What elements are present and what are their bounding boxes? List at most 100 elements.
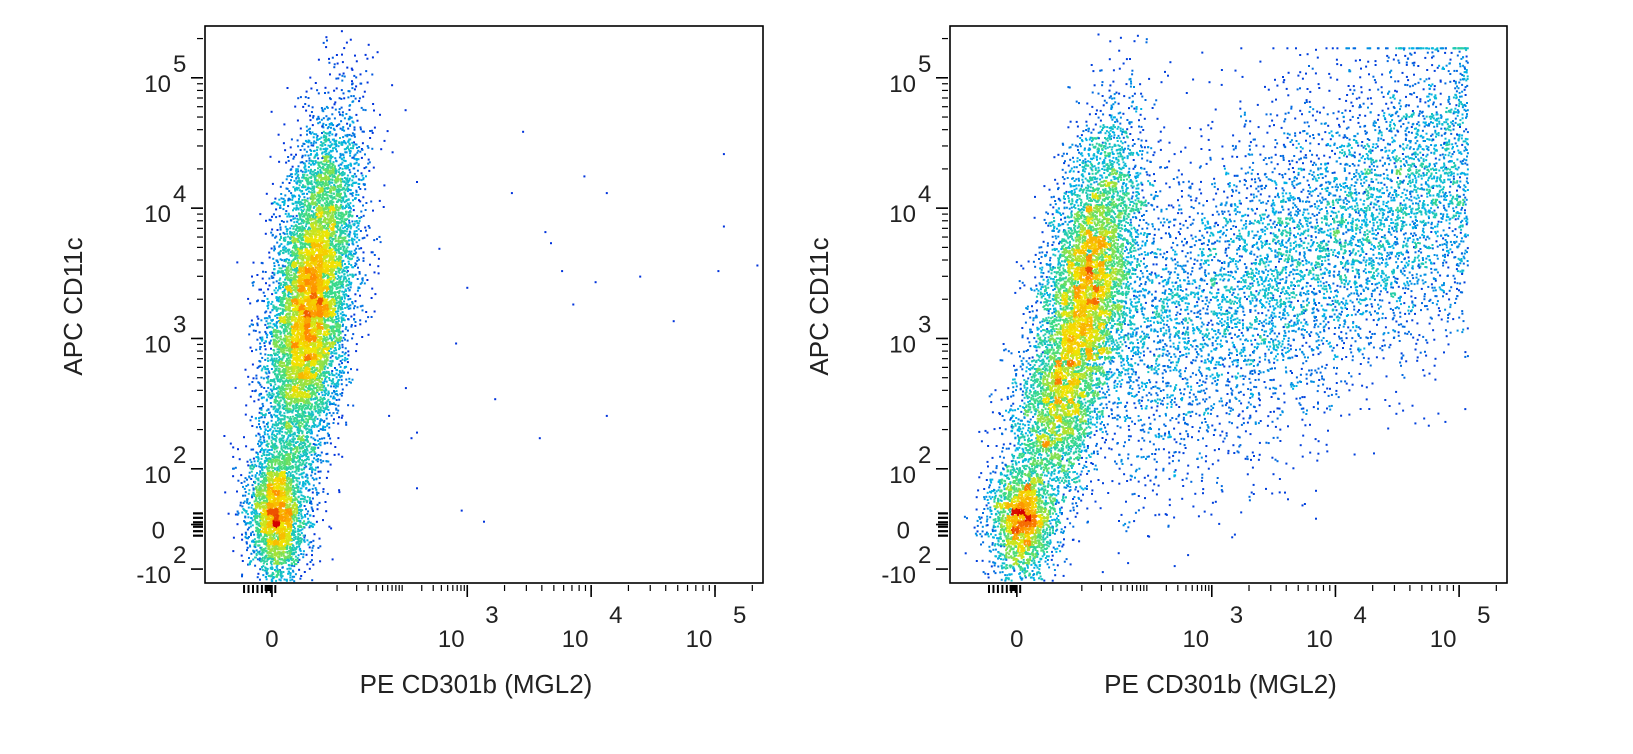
- event-dot: [327, 398, 330, 401]
- event-dot: [319, 545, 322, 548]
- event-dot: [271, 392, 274, 395]
- event-dot: [294, 390, 297, 393]
- event-dot: [273, 407, 276, 409]
- event-dot: [268, 452, 271, 455]
- event-dot: [327, 234, 330, 237]
- event-dot: [263, 478, 265, 481]
- event-dot: [281, 414, 284, 417]
- event-dot: [285, 161, 288, 164]
- event-dot: [295, 172, 298, 174]
- event-dot: [272, 364, 275, 367]
- event-dot: [287, 235, 290, 238]
- event-dot: [330, 276, 333, 279]
- event-dot: [273, 467, 276, 470]
- event-dot: [301, 430, 304, 433]
- event-dot: [318, 233, 321, 236]
- event-dot: [261, 356, 264, 359]
- event-dot: [285, 384, 288, 387]
- event-dot: [304, 341, 306, 343]
- event-dot: [284, 269, 287, 271]
- event-dot: [322, 148, 325, 151]
- event-dot: [291, 173, 293, 176]
- event-dot: [252, 261, 255, 264]
- event-dot: [307, 348, 310, 351]
- event-dot: [320, 249, 323, 251]
- event-dot: [349, 189, 352, 192]
- event-dot: [295, 214, 298, 217]
- event-dot: [325, 363, 328, 366]
- event-dot: [288, 444, 291, 447]
- event-dot: [335, 125, 338, 128]
- event-dot: [301, 417, 304, 420]
- event-dot: [327, 187, 330, 189]
- event-dot: [258, 536, 261, 539]
- event-dot: [321, 209, 324, 211]
- event-dot: [310, 398, 313, 401]
- event-dot: [316, 325, 319, 328]
- event-dot: [356, 368, 359, 371]
- event-dot: [340, 262, 343, 265]
- event-dot: [303, 201, 306, 204]
- event-dot: [327, 175, 330, 178]
- event-dot: [326, 303, 329, 306]
- event-dot: [315, 285, 318, 288]
- event-dot: [330, 337, 332, 340]
- event-dot: [347, 287, 350, 290]
- event-dot: [311, 293, 314, 295]
- event-dot: [339, 366, 342, 368]
- event-dot: [352, 404, 355, 407]
- event-dot: [286, 294, 289, 297]
- event-dot: [347, 404, 350, 407]
- event-dot: [320, 345, 323, 348]
- event-dot: [251, 381, 254, 383]
- event-dot: [278, 358, 281, 361]
- event-dot: [251, 363, 254, 366]
- event-dot: [332, 395, 335, 398]
- event-dot: [305, 299, 308, 302]
- event-dot: [273, 370, 276, 373]
- event-dot: [326, 194, 329, 197]
- event-dot: [303, 162, 306, 165]
- event-dot: [279, 307, 282, 310]
- event-dot: [333, 117, 336, 120]
- event-dot: [340, 180, 343, 183]
- event-dot: [355, 189, 358, 192]
- event-dot: [320, 451, 323, 454]
- event-dot: [278, 198, 281, 201]
- event-dot: [327, 460, 330, 463]
- event-dot: [305, 109, 308, 112]
- event-dot: [347, 139, 350, 142]
- event-dot: [252, 281, 255, 284]
- event-dot: [329, 258, 332, 261]
- event-dot: [316, 134, 319, 137]
- event-dot: [327, 91, 330, 94]
- event-dot: [283, 284, 286, 287]
- event-dot: [291, 376, 293, 379]
- event-dot: [319, 454, 322, 457]
- event-dot: [304, 459, 306, 462]
- event-dot: [302, 274, 305, 277]
- event-dot: [296, 237, 299, 240]
- event-dot: [334, 215, 337, 218]
- event-dot: [276, 353, 279, 356]
- event-dot: [263, 433, 266, 436]
- event-dot: [299, 324, 302, 327]
- event-dot: [298, 338, 301, 341]
- event-dot: [272, 331, 275, 334]
- event-dot: [289, 462, 292, 465]
- event-dot: [302, 174, 305, 177]
- event-dot: [334, 206, 337, 209]
- event-dot: [260, 376, 263, 379]
- event-dot: [341, 217, 344, 220]
- event-dot: [319, 168, 322, 171]
- event-dot: [321, 352, 324, 355]
- event-dot: [342, 323, 344, 326]
- event-dot: [295, 461, 298, 464]
- event-dot: [311, 328, 314, 331]
- event-dot: [333, 165, 336, 168]
- event-dot: [329, 160, 332, 163]
- event-dot: [322, 135, 325, 138]
- event-dot: [322, 382, 325, 385]
- event-dot: [267, 449, 270, 452]
- event-dot: [347, 96, 350, 99]
